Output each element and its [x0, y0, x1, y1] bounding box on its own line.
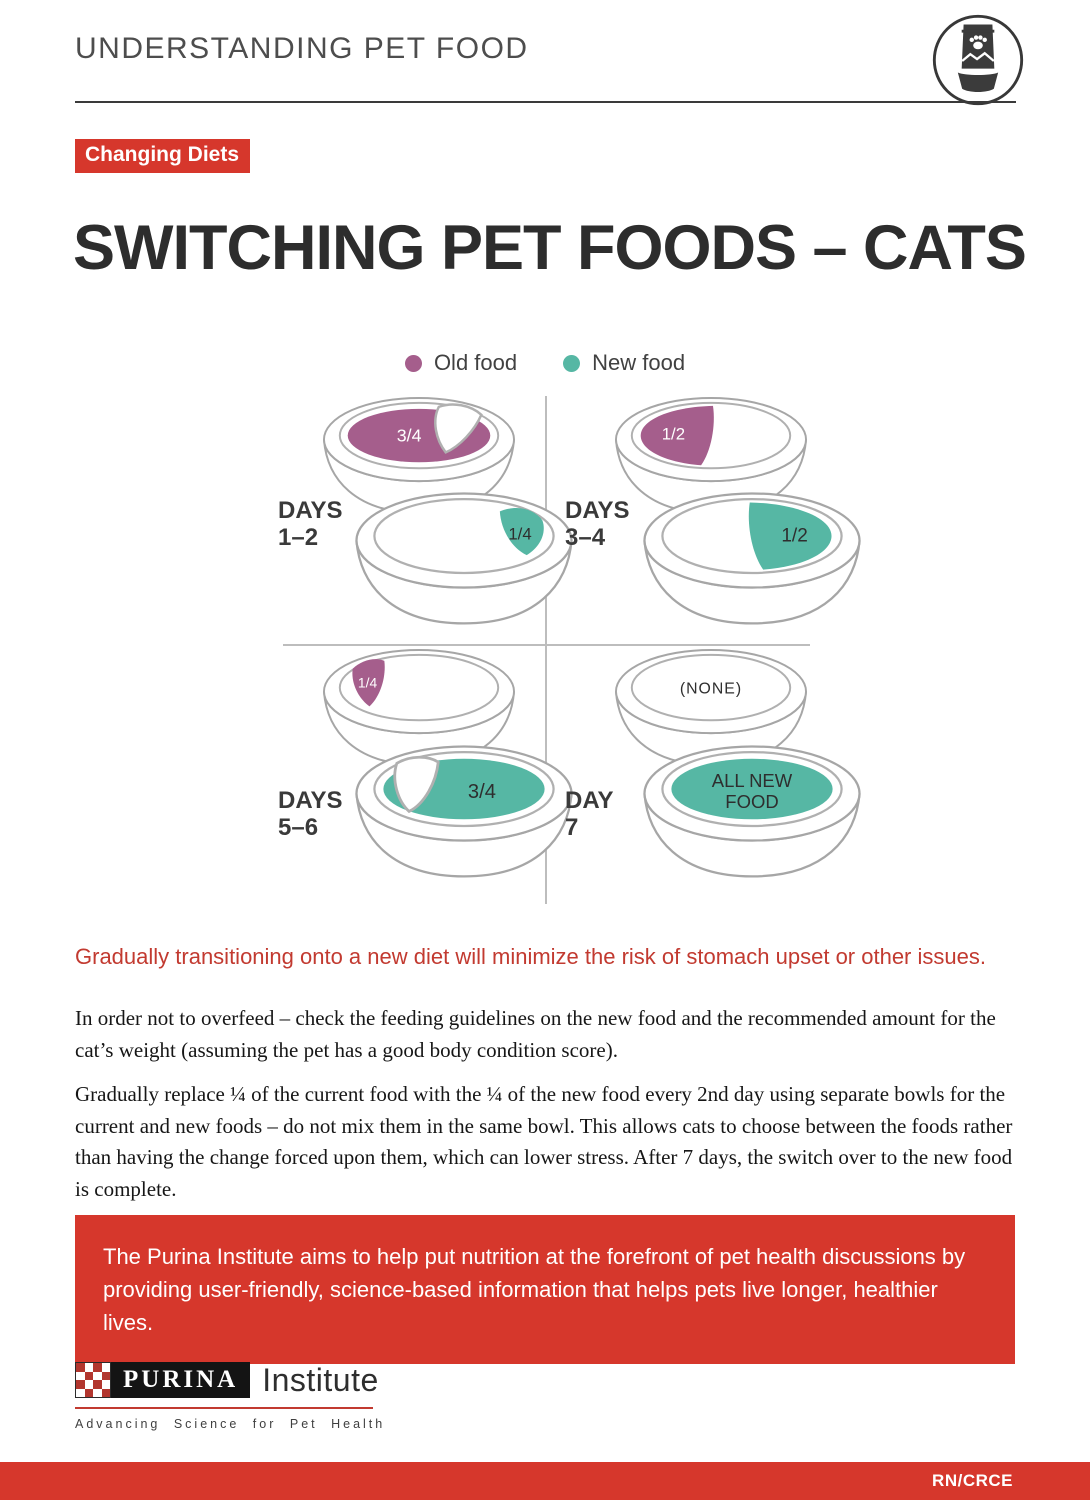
bowl-new-food-3-4: 3/4	[352, 742, 576, 890]
bowl-new-food-1-4: 1/4	[352, 489, 576, 637]
section-badge: Changing Diets	[75, 139, 251, 173]
diagram-horizontal-divider	[283, 644, 810, 646]
diagram-vertical-divider	[545, 396, 547, 904]
portion-label: 1/4	[358, 675, 378, 691]
bowl-old-food-none: (NONE)	[612, 646, 810, 777]
old-food-dot-icon	[404, 354, 422, 372]
logo-rule	[75, 1407, 373, 1409]
purina-institute-logo: PURINA Institute Advancing Science for P…	[75, 1362, 385, 1431]
day-label-q3: DAYS 5–6	[278, 787, 343, 842]
day-label-q2: DAYS 3–4	[565, 497, 630, 552]
bowl-new-food-1-2: 1/2	[640, 489, 864, 637]
portion-label: 1/2	[781, 526, 807, 547]
day-label-q1: DAYS 1–2	[278, 497, 343, 552]
bowl-new-food-all: ALL NEW FOOD	[640, 742, 864, 890]
legend: Old food New food	[0, 350, 1090, 376]
day-label-range: 1–2	[278, 523, 319, 551]
portion-label: 3/4	[397, 426, 422, 446]
footer-bar: RN/CRCE	[0, 1462, 1090, 1500]
day-label-q4: DAY 7	[565, 787, 614, 842]
portion-label: 1/2	[662, 425, 685, 444]
day-label-range: 5–6	[278, 813, 319, 841]
day-label-word: DAYS	[565, 497, 630, 524]
bowl-old-food-1-2: 1/2	[612, 394, 810, 525]
logo-row: PURINA Institute	[75, 1362, 385, 1398]
portion-label: 1/4	[508, 524, 531, 543]
purina-wordmark: PURINA	[111, 1362, 251, 1398]
legend-old-label: Old food	[433, 350, 518, 375]
bowl-old-food-3-4: 3/4	[320, 394, 518, 525]
svg-text:FOOD: FOOD	[725, 791, 778, 812]
mission-banner: The Purina Institute aims to help put nu…	[75, 1215, 1015, 1364]
portion-label: 3/4	[468, 781, 496, 803]
svg-text:ALL NEW: ALL NEW	[712, 770, 793, 791]
paragraph-1: In order not to overfeed – check the fee…	[75, 1006, 996, 1062]
new-food-dot-icon	[563, 354, 581, 372]
institute-wordmark: Institute	[262, 1362, 379, 1398]
portion-label-line2: FOOD	[725, 791, 778, 812]
header-divider	[75, 101, 1016, 103]
day-label-range: 7	[565, 813, 579, 841]
portion-label: (NONE)	[680, 681, 742, 698]
footer-code: RN/CRCE	[932, 1471, 1013, 1490]
day-label-word: DAYS	[278, 497, 343, 524]
day-label-word: DAYS	[278, 787, 343, 814]
body-copy: Gradually transitioning onto a new diet …	[75, 944, 1016, 1250]
purina-checkerboard-icon	[75, 1362, 111, 1398]
legend-new-label: New food	[592, 350, 686, 375]
legend-item-new-food: New food	[563, 350, 685, 376]
paragraph-2: Gradually replace ¼ of the current food …	[75, 1082, 1013, 1201]
portion-label-line1: ALL NEW	[712, 770, 793, 791]
day-label-range: 3–4	[565, 523, 606, 551]
pet-food-bag-icon	[930, 12, 1026, 108]
bowl-old-food-1-4: 1/4	[320, 646, 518, 777]
highlight-text: Gradually transitioning onto a new diet …	[75, 944, 986, 969]
page-title: SWITCHING PET FOODS – CATS	[73, 213, 1027, 283]
legend-item-old-food: Old food	[404, 350, 518, 376]
page-header-title: UNDERSTANDING PET FOOD	[75, 32, 529, 65]
day-label-word: DAY	[565, 787, 614, 814]
logo-tagline: Advancing Science for Pet Health	[75, 1417, 386, 1431]
